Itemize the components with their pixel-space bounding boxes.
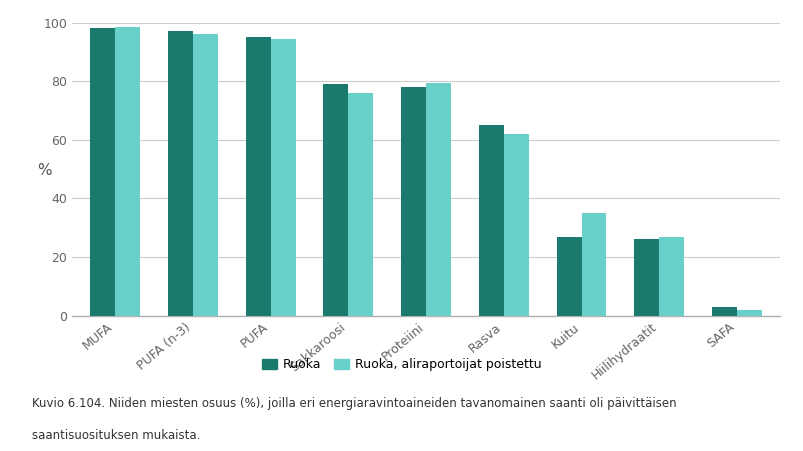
Bar [401, 87, 426, 316]
Bar [115, 27, 140, 316]
Text: saantisuosituksen mukaista.: saantisuosituksen mukaista. [32, 429, 200, 442]
Bar [503, 134, 528, 316]
Bar [246, 37, 271, 316]
Bar [736, 310, 761, 316]
Bar [271, 39, 296, 316]
Y-axis label: %: % [37, 163, 51, 178]
Bar [348, 93, 373, 316]
Bar [426, 83, 450, 316]
Legend: Ruoka, Ruoka, aliraportoijat poistettu: Ruoka, Ruoka, aliraportoijat poistettu [258, 354, 545, 375]
Bar [711, 307, 736, 316]
Bar [479, 125, 503, 316]
Bar [323, 84, 348, 316]
Bar [90, 28, 115, 316]
Text: Kuvio 6.104. Niiden miesten osuus (%), joilla eri energiaravintoaineiden tavanom: Kuvio 6.104. Niiden miesten osuus (%), j… [32, 397, 676, 410]
Bar [168, 32, 193, 316]
Bar [658, 237, 683, 316]
Bar [634, 239, 658, 316]
Bar [193, 34, 218, 316]
Bar [556, 237, 581, 316]
Bar [581, 213, 605, 316]
